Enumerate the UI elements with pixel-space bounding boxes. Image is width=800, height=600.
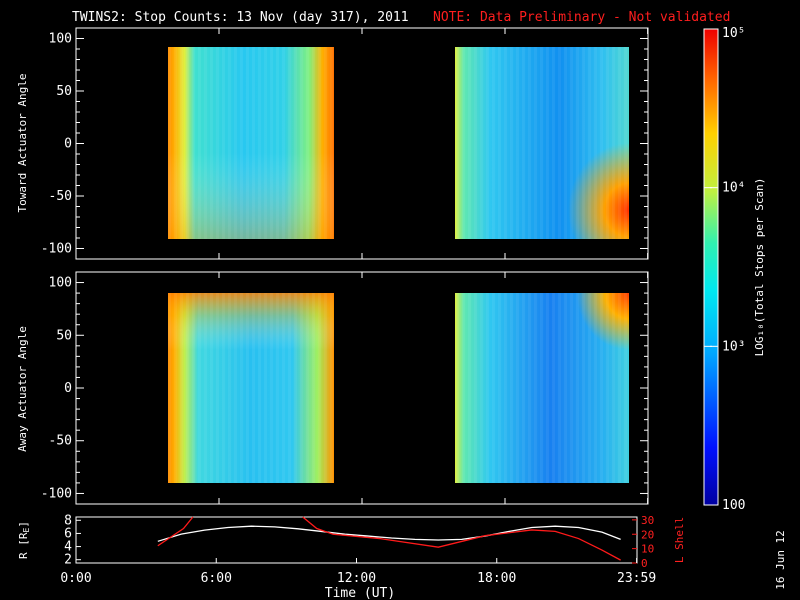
orbit-right-tick-label: 20: [641, 528, 654, 541]
toward-ytick-label: 50: [56, 84, 72, 99]
colorbar-tick-label: 10³: [722, 339, 745, 354]
radius-line: [157, 525, 621, 542]
away-ytick-label: 100: [49, 276, 72, 291]
toward-block-1-texture: [168, 47, 334, 239]
colorbar-gradient: [703, 28, 719, 506]
toward-panel: Toward Actuator Angle 100 50 0 -50 -100: [16, 27, 649, 260]
orbit-left-tick-label: 4: [64, 540, 72, 555]
colorbar-tick-label: 10⁵: [722, 26, 745, 41]
orbit-xtick-label: 18:00: [477, 571, 516, 586]
orbit-right-tick-label: 0: [641, 557, 648, 570]
figure-title: TWINS2: Stop Counts: 13 Nov (day 317), 2…: [72, 10, 409, 25]
toward-ytick-label: -100: [41, 242, 72, 257]
lshell-line: [157, 516, 194, 547]
toward-ytick-label: -50: [49, 189, 72, 204]
away-block-1-texture: [168, 293, 334, 483]
toward-block-2-texture: [455, 47, 629, 239]
date-stamp: 16 Jun 12: [774, 530, 787, 590]
orbit-xtick-label: 6:00: [201, 571, 232, 586]
orbit-xlabel: Time (UT): [325, 586, 395, 600]
orbit-right-ylabel: L Shell: [673, 517, 686, 563]
orbit-xtick-label: 0:00: [60, 571, 91, 586]
away-block-2-texture: [455, 293, 629, 483]
away-ytick-label: -50: [49, 434, 72, 449]
colorbar-tick-label: 10⁴: [722, 181, 745, 196]
colorbar-label: LOG₁₀(Total Stops per Scan): [753, 178, 766, 357]
orbit-left-tick-label: 6: [64, 526, 72, 541]
lshell-line: [302, 516, 621, 561]
away-ylabel: Away Actuator Angle: [16, 326, 29, 452]
orbit-left-tick-label: 8: [64, 513, 72, 528]
toward-ytick-label: 0: [64, 137, 72, 152]
colorbar: LOG₁₀(Total Stops per Scan) 100 10³ 10⁴ 10⁵: [703, 26, 766, 513]
away-panel: Away Actuator Angle 100 50 0 -50 -100: [16, 271, 649, 505]
orbit-right-tick-label: 10: [641, 543, 654, 556]
away-ytick-label: -100: [41, 486, 72, 501]
orbit-left-tick-label: 2: [64, 553, 72, 568]
colorbar-tick-label: 100: [722, 498, 745, 513]
away-ytick-label: 50: [56, 328, 72, 343]
orbit-xtick-label: 23:59: [617, 571, 656, 586]
orbit-left-ylabel: R [RE]: [17, 521, 31, 559]
toward-ylabel: Toward Actuator Angle: [16, 73, 29, 212]
orbit-right-tick-label: 30: [641, 514, 654, 527]
toward-ytick-label: 100: [49, 32, 72, 47]
preliminary-note: NOTE: Data Preliminary - Not validated: [433, 10, 730, 25]
orbit-xtick-label: 12:00: [337, 571, 376, 586]
away-ytick-label: 0: [64, 381, 72, 396]
